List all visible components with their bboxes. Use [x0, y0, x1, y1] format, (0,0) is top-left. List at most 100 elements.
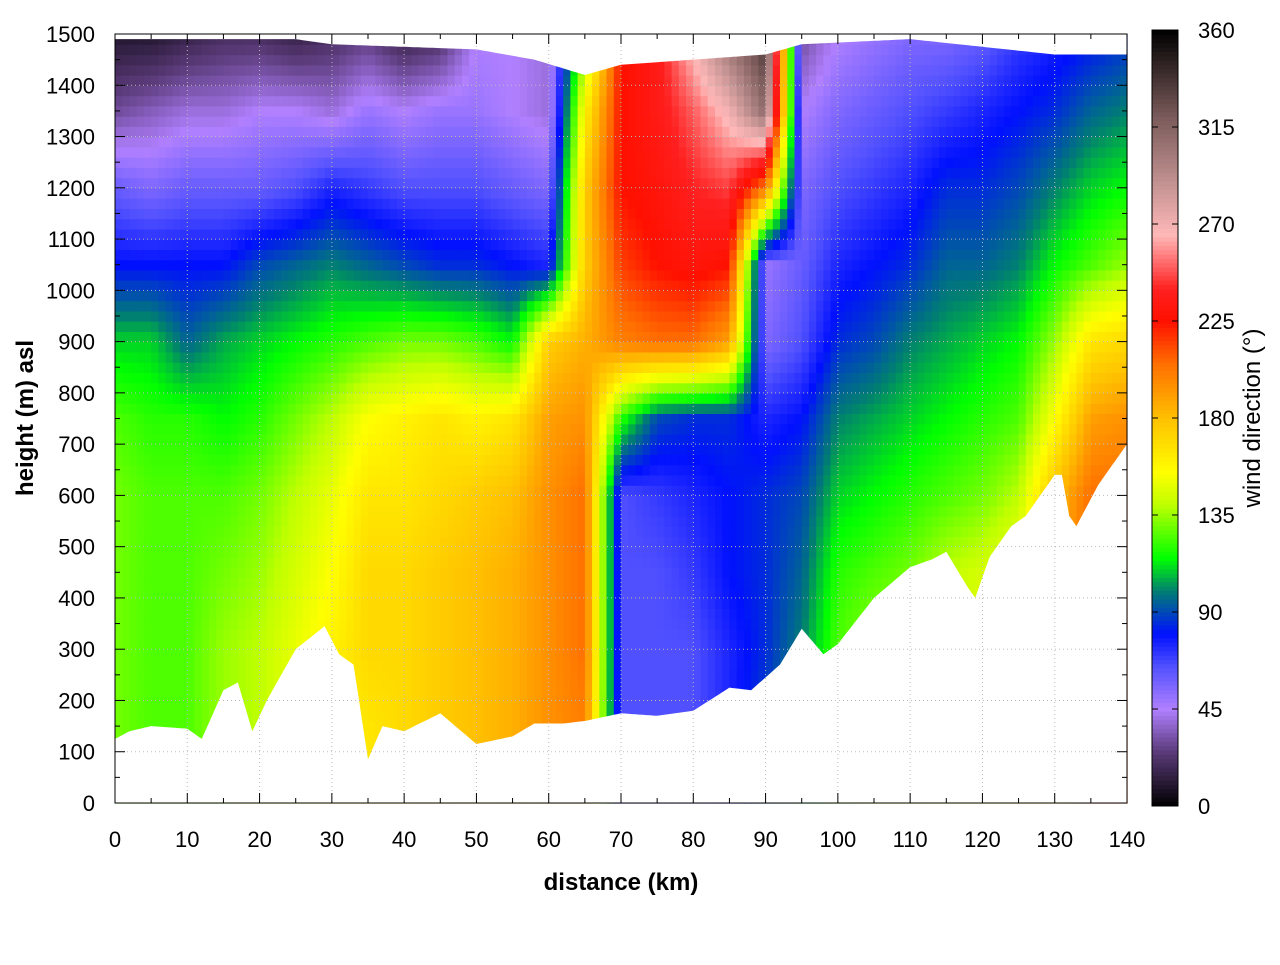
heatmap-cell — [505, 474, 514, 486]
heatmap-cell — [462, 526, 470, 538]
heatmap-cell — [555, 597, 564, 609]
heatmap-cell — [302, 341, 311, 353]
heatmap-cell — [483, 485, 492, 496]
heatmap-cell — [180, 433, 188, 445]
heatmap-cell — [324, 208, 333, 220]
heatmap-cell — [346, 300, 355, 312]
heatmap-cell — [223, 351, 232, 363]
heatmap-cell — [454, 177, 463, 189]
heatmap-cell — [425, 403, 434, 414]
heatmap-cell — [447, 321, 456, 332]
heatmap-cell — [541, 95, 550, 107]
heatmap-cell — [584, 628, 593, 640]
heatmap-cell — [136, 495, 145, 507]
heatmap-cell — [382, 454, 391, 466]
heatmap-cell — [216, 505, 224, 517]
heatmap-cell — [317, 454, 326, 466]
heatmap-cell — [548, 680, 557, 691]
heatmap-cell — [433, 85, 441, 97]
heatmap-cell — [194, 597, 203, 609]
heatmap-cell — [396, 198, 405, 209]
heatmap-cell — [389, 136, 398, 148]
heatmap-cell — [346, 649, 355, 661]
heatmap-cell — [425, 680, 434, 691]
heatmap-cell — [519, 597, 528, 609]
heatmap-cell — [375, 597, 383, 609]
heatmap-cell — [555, 290, 564, 302]
heatmap-cell — [505, 105, 514, 117]
heatmap-cell — [266, 54, 275, 66]
heatmap-cell — [237, 136, 246, 148]
heatmap-cell — [382, 208, 391, 220]
heatmap-cell — [483, 351, 492, 363]
heatmap-cell — [172, 362, 181, 373]
heatmap-cell — [519, 710, 528, 722]
heatmap-cell — [389, 659, 398, 671]
heatmap-cell — [541, 382, 550, 394]
heatmap-cell — [418, 680, 427, 691]
heatmap-cell — [180, 618, 188, 630]
heatmap-cell — [498, 454, 506, 466]
heatmap-cell — [252, 700, 261, 712]
heatmap-cell — [548, 495, 557, 507]
heatmap-cell — [209, 177, 217, 189]
heatmap-cell — [555, 433, 564, 445]
heatmap-cell — [201, 105, 210, 117]
heatmap-cell — [158, 157, 167, 168]
heatmap-cell — [490, 474, 499, 486]
heatmap-cell — [339, 146, 347, 158]
heatmap-cell — [230, 362, 239, 373]
heatmap-cell — [266, 34, 275, 45]
heatmap-cell — [498, 731, 506, 743]
heatmap-cell — [476, 464, 485, 476]
heatmap-cell — [122, 587, 130, 599]
heatmap-cell — [519, 556, 528, 568]
heatmap-cell — [180, 239, 188, 250]
heatmap-cell — [512, 280, 521, 291]
heatmap-cell — [194, 269, 203, 281]
heatmap-cell — [331, 454, 340, 466]
heatmap-cell — [115, 444, 123, 455]
heatmap-cell — [331, 54, 340, 66]
heatmap-cell — [570, 321, 579, 332]
heatmap-cell — [476, 413, 485, 425]
heatmap-cell — [454, 608, 463, 620]
heatmap-cell — [158, 95, 167, 107]
heatmap-cell — [404, 341, 412, 353]
heatmap-cell — [411, 280, 420, 291]
heatmap-cell — [519, 403, 528, 414]
heatmap-cell — [454, 362, 463, 373]
heatmap-cell — [440, 464, 449, 476]
heatmap-cell — [498, 628, 506, 640]
heatmap-cell — [505, 649, 514, 661]
heatmap-cell — [194, 280, 203, 291]
heatmap-cell — [194, 392, 203, 404]
heatmap-cell — [396, 280, 405, 291]
heatmap-cell — [281, 136, 290, 148]
heatmap-cell — [324, 618, 333, 630]
heatmap-cell — [396, 64, 405, 76]
heatmap-cell — [592, 362, 600, 373]
heatmap-cell — [266, 64, 275, 76]
heatmap-cell — [498, 659, 506, 671]
heatmap-cell — [433, 669, 441, 681]
heatmap-cell — [592, 485, 600, 496]
heatmap-cell — [245, 546, 253, 558]
heatmap-cell — [584, 526, 593, 538]
heatmap-cell — [324, 157, 333, 168]
heatmap-cell — [534, 495, 543, 507]
heatmap-cell — [577, 228, 586, 240]
heatmap-cell — [411, 403, 420, 414]
heatmap-cell — [194, 403, 203, 414]
heatmap-cell — [216, 126, 224, 138]
heatmap-cell — [172, 136, 181, 148]
heatmap-cell — [216, 351, 224, 363]
heatmap-cell — [237, 474, 246, 486]
heatmap-cell — [375, 54, 383, 66]
heatmap-cell — [490, 321, 499, 332]
heatmap-cell — [324, 392, 333, 404]
heatmap-cell — [483, 218, 492, 230]
heatmap-cell — [577, 382, 586, 394]
heatmap-cell — [368, 638, 376, 650]
heatmap-cell — [425, 177, 434, 189]
